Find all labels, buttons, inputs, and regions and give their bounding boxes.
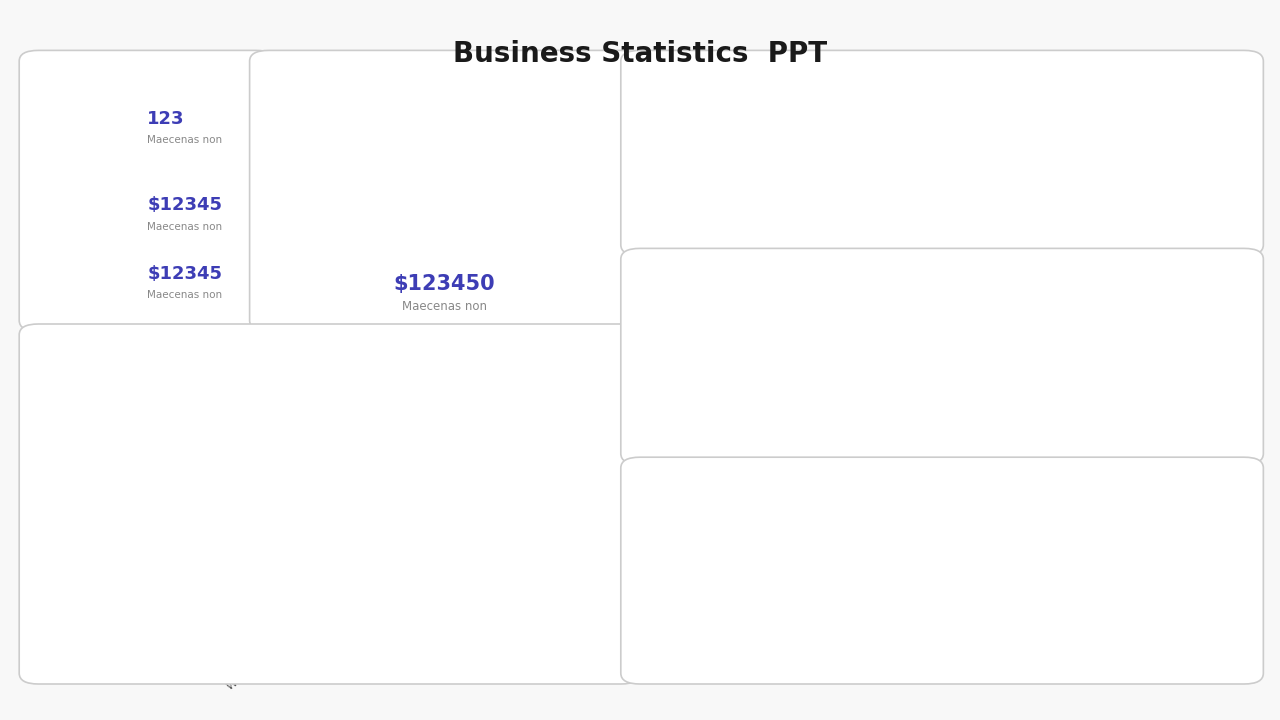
Text: 25: 25 — [1055, 351, 1070, 364]
Text: 45: 45 — [1172, 516, 1188, 529]
Text: 15: 15 — [1055, 149, 1070, 162]
Text: Maecenas non: Maecenas non — [147, 222, 223, 232]
Text: 🎁: 🎁 — [436, 168, 453, 196]
Text: Maecenas non: Maecenas non — [402, 300, 486, 313]
Text: 10: 10 — [700, 599, 716, 612]
Text: 25: 25 — [818, 128, 833, 141]
Text: Business Statistics  PPT: Business Statistics PPT — [453, 40, 827, 68]
Text: $123450: $123450 — [393, 274, 495, 294]
Text: 30: 30 — [700, 118, 714, 131]
Text: 123: 123 — [147, 109, 184, 127]
Text: Maecenas non: Maecenas non — [672, 272, 763, 285]
Text: 15: 15 — [700, 377, 716, 390]
Text: Maecenas non: Maecenas non — [672, 488, 763, 501]
Text: 40: 40 — [937, 97, 951, 110]
Text: 30: 30 — [937, 552, 951, 564]
Text: 35: 35 — [1055, 540, 1070, 553]
Text: $12345: $12345 — [147, 265, 223, 282]
Text: $12345: $12345 — [147, 197, 223, 215]
Text: 45: 45 — [1172, 302, 1188, 315]
Text: Maecenas non: Maecenas non — [147, 290, 223, 300]
Title: Maecenas non: Maecenas non — [255, 364, 411, 382]
Text: Maecenas non: Maecenas non — [672, 63, 763, 76]
Text: Maecenas non: Maecenas non — [147, 135, 223, 145]
Text: 25: 25 — [818, 351, 833, 364]
Wedge shape — [357, 94, 516, 269]
Text: 35: 35 — [1174, 108, 1188, 121]
Wedge shape — [445, 94, 532, 233]
Text: 20: 20 — [818, 575, 833, 588]
Text: 30: 30 — [937, 339, 951, 352]
